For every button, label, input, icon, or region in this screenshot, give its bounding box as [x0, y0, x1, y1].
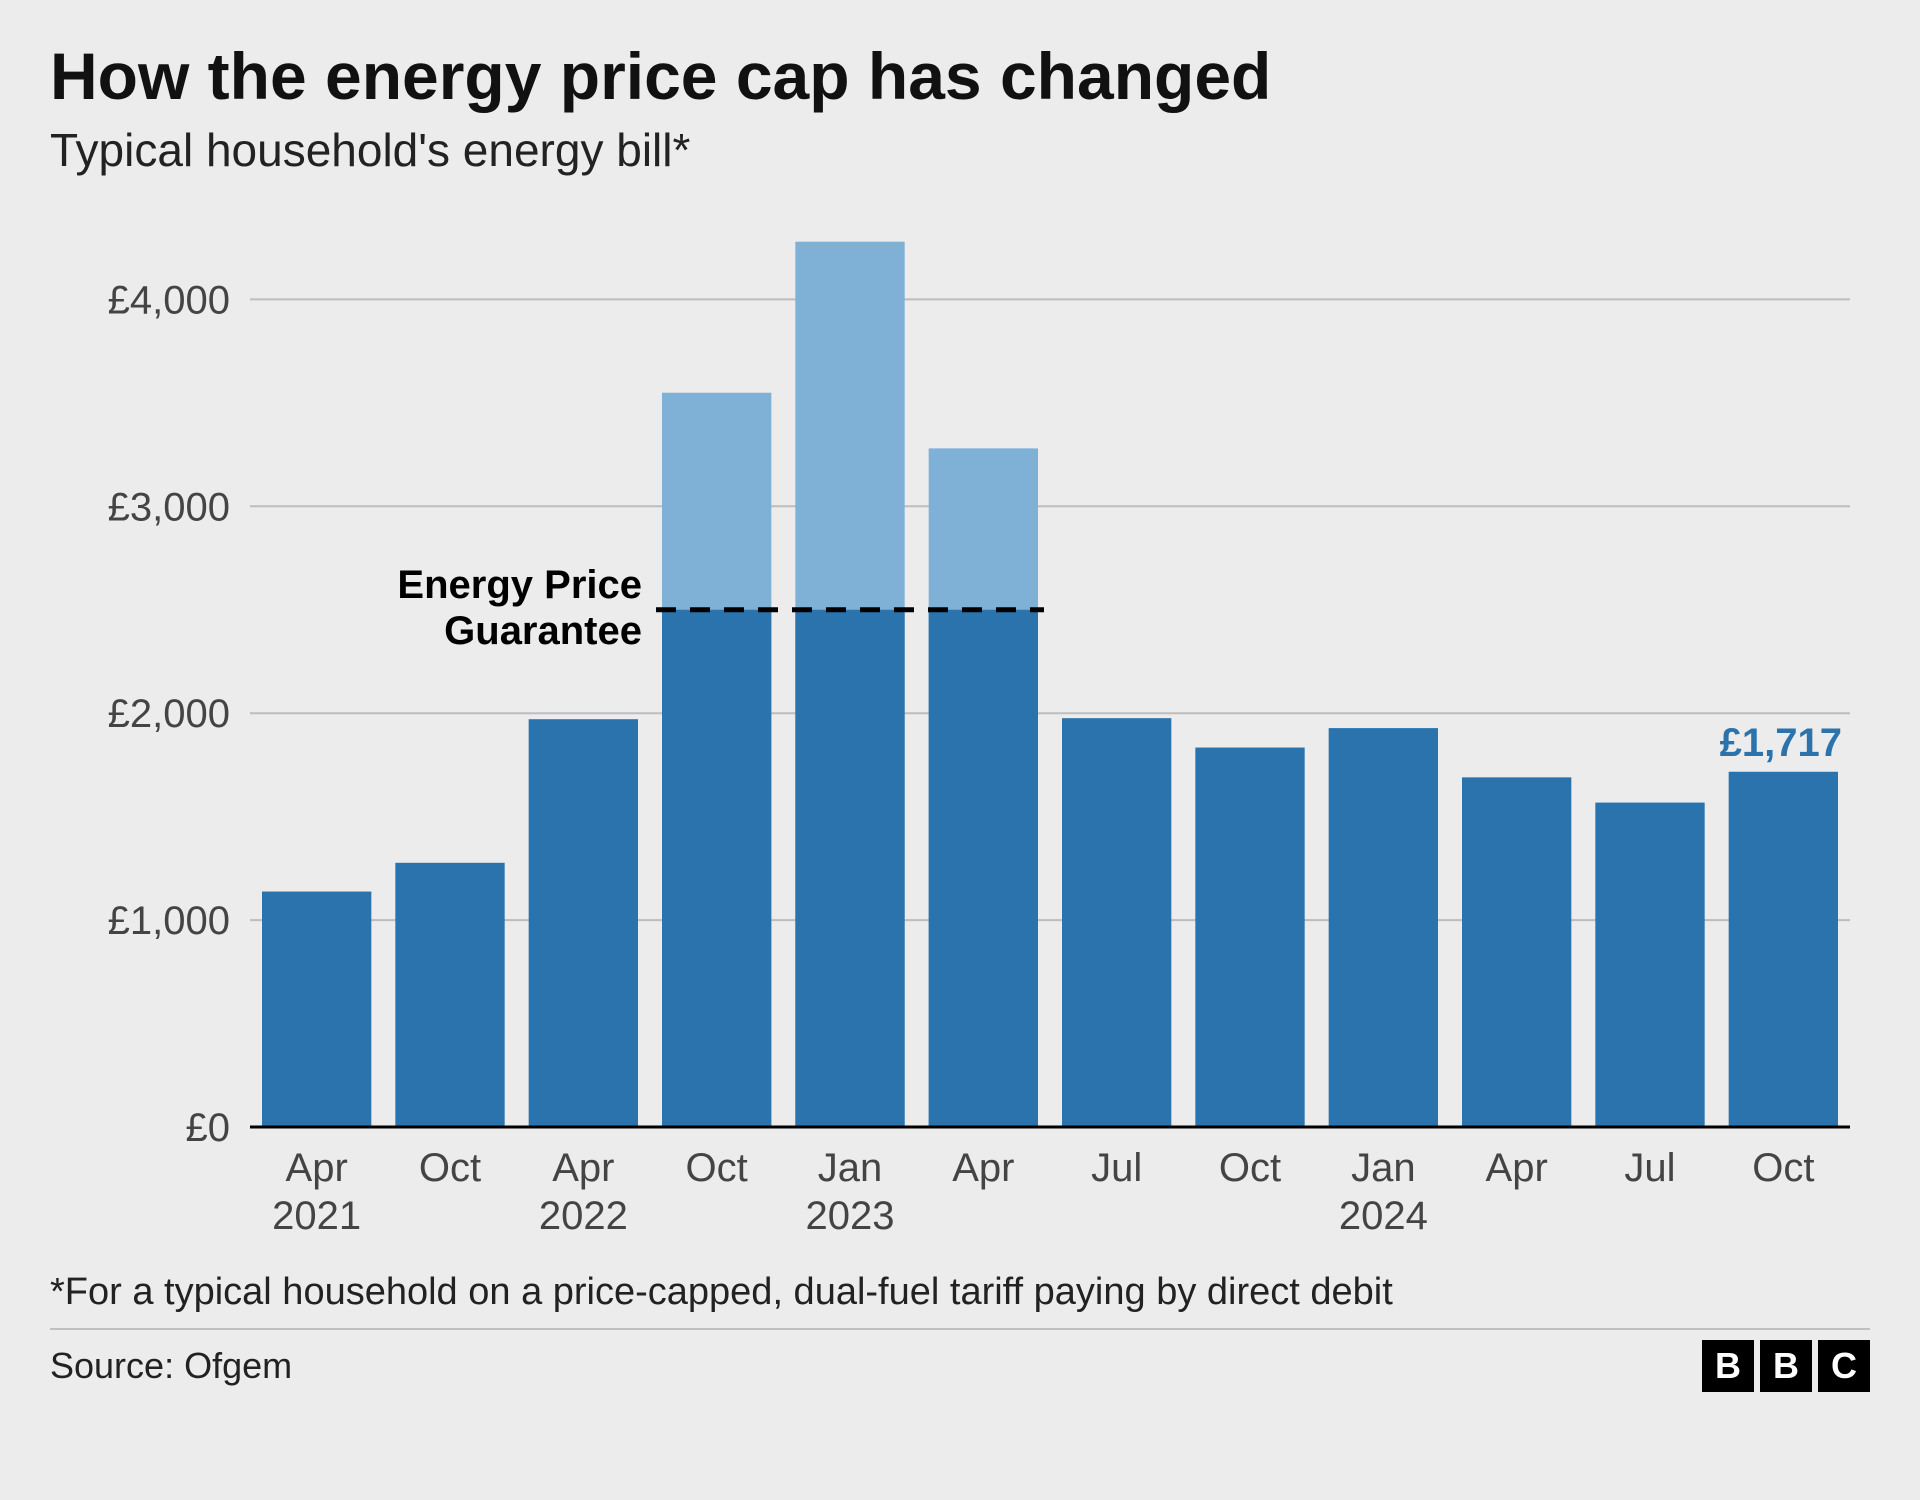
epg-label: Energy Price	[397, 562, 642, 606]
bbc-logo: B B C	[1702, 1340, 1870, 1392]
bbc-logo-c: C	[1818, 1340, 1870, 1392]
bbc-logo-b2: B	[1760, 1340, 1812, 1392]
chart-subtitle: Typical household's energy bill*	[50, 123, 1870, 177]
chart-title: How the energy price cap has changed	[50, 40, 1870, 113]
chart-source: Source: Ofgem	[50, 1345, 292, 1387]
x-tick-label: Apr	[552, 1146, 614, 1190]
y-tick-label: £4,000	[108, 278, 230, 322]
x-tick-year: 2023	[806, 1194, 895, 1238]
x-tick-label: Apr	[1486, 1146, 1548, 1190]
x-tick-label: Oct	[1219, 1146, 1281, 1190]
bar-paid	[662, 609, 771, 1126]
bar-paid	[929, 609, 1038, 1126]
x-tick-label: Apr	[286, 1146, 348, 1190]
y-tick-label: £1,000	[108, 899, 230, 943]
bar-paid	[1329, 728, 1438, 1127]
bar-paid	[529, 719, 638, 1127]
bar-paid	[395, 862, 504, 1126]
y-tick-label: £0	[186, 1106, 231, 1150]
x-tick-label: Jan	[1351, 1146, 1416, 1190]
epg-label: Guarantee	[444, 608, 642, 652]
x-tick-label: Oct	[686, 1146, 748, 1190]
x-tick-label: Oct	[419, 1146, 481, 1190]
bar-paid	[1195, 747, 1304, 1126]
x-tick-label: Apr	[952, 1146, 1014, 1190]
x-tick-label: Jul	[1624, 1146, 1675, 1190]
chart-footnote: *For a typical household on a price-capp…	[50, 1271, 1870, 1314]
x-tick-year: 2021	[272, 1194, 361, 1238]
x-tick-label: Jan	[818, 1146, 883, 1190]
bar-paid	[1729, 771, 1838, 1126]
chart-area: £0 £1,000 £2,000 £3,000 £4,000 Energy PriceGu…	[50, 207, 1870, 1257]
x-tick-year: 2022	[539, 1194, 628, 1238]
bar-paid	[1595, 802, 1704, 1126]
bar-chart: £0 £1,000 £2,000 £3,000 £4,000 Energy PriceGu…	[50, 207, 1870, 1257]
bar-paid	[1462, 777, 1571, 1127]
bbc-logo-b1: B	[1702, 1340, 1754, 1392]
chart-card: How the energy price cap has changed Typ…	[0, 0, 1920, 1500]
x-tick-year: 2024	[1339, 1194, 1428, 1238]
x-tick-label: Jul	[1091, 1146, 1142, 1190]
x-tick-label: Oct	[1752, 1146, 1814, 1190]
y-tick-label: £3,000	[108, 485, 230, 529]
bar-paid	[795, 609, 904, 1126]
bar-paid	[262, 891, 371, 1126]
source-row: Source: Ofgem B B C	[50, 1328, 1870, 1392]
bar-paid	[1062, 718, 1171, 1127]
value-callout: £1,717	[1720, 720, 1842, 764]
y-tick-label: £2,000	[108, 692, 230, 736]
